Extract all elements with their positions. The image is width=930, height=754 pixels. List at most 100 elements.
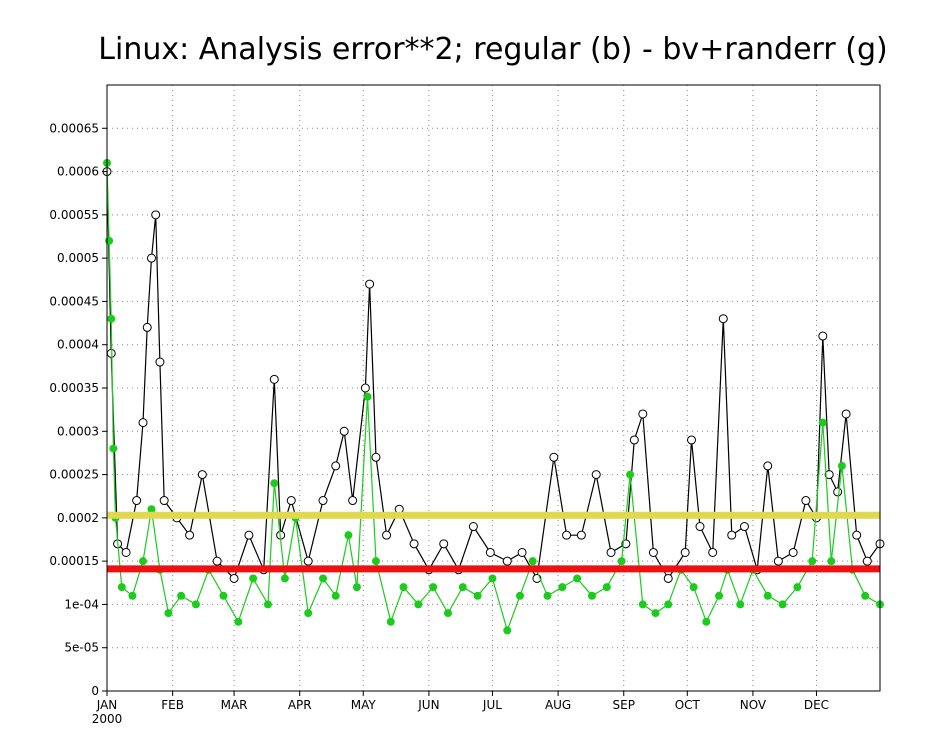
data-point bbox=[818, 331, 828, 341]
data-point bbox=[263, 600, 272, 609]
y-tick-label: 0.0003 bbox=[57, 424, 99, 438]
x-tick-label: OCT bbox=[675, 698, 701, 712]
x-tick-label: NOV bbox=[740, 698, 767, 712]
data-point bbox=[503, 626, 512, 635]
data-point bbox=[651, 609, 660, 618]
data-point bbox=[695, 522, 705, 532]
y-tick-label: 0 bbox=[91, 684, 99, 698]
data-point bbox=[348, 496, 358, 506]
data-point bbox=[185, 530, 195, 540]
data-point bbox=[339, 426, 349, 436]
data-point bbox=[558, 583, 567, 592]
data-point bbox=[689, 583, 698, 592]
data-point bbox=[473, 591, 482, 600]
data-point bbox=[280, 574, 289, 583]
data-point bbox=[718, 314, 728, 324]
data-point bbox=[833, 487, 843, 497]
data-point bbox=[708, 547, 718, 557]
data-point bbox=[270, 479, 279, 488]
data-point bbox=[808, 557, 817, 566]
data-point bbox=[128, 591, 137, 600]
data-point bbox=[249, 574, 258, 583]
data-point bbox=[365, 279, 375, 289]
x-tick-label: AUG bbox=[545, 698, 571, 712]
data-point bbox=[852, 530, 862, 540]
data-point bbox=[344, 531, 353, 540]
data-point bbox=[147, 505, 156, 514]
data-point bbox=[763, 461, 773, 471]
data-point bbox=[429, 583, 438, 592]
x-tick-label: DEC bbox=[804, 698, 829, 712]
data-point bbox=[318, 496, 328, 506]
data-point bbox=[543, 591, 552, 600]
y-tick-label: 0.0006 bbox=[57, 165, 99, 179]
data-point bbox=[212, 556, 222, 566]
y-tick-label: 0.0002 bbox=[57, 511, 99, 525]
data-point bbox=[121, 547, 131, 557]
series-line bbox=[106, 162, 881, 633]
data-point bbox=[414, 600, 423, 609]
data-point bbox=[549, 452, 559, 462]
data-point bbox=[304, 609, 313, 618]
data-point bbox=[562, 530, 572, 540]
data-point bbox=[663, 573, 673, 583]
data-point bbox=[443, 609, 452, 618]
data-point bbox=[107, 314, 116, 323]
data-point bbox=[763, 591, 772, 600]
data-point bbox=[606, 547, 616, 557]
data-point bbox=[159, 496, 169, 506]
data-point bbox=[117, 583, 126, 592]
data-point bbox=[371, 557, 380, 566]
data-point bbox=[146, 253, 156, 263]
x-tick-label: JAN bbox=[96, 698, 118, 712]
series-green bbox=[103, 158, 884, 635]
data-point bbox=[319, 574, 328, 583]
data-point bbox=[191, 600, 200, 609]
data-point bbox=[109, 444, 118, 453]
chart-title: Linux: Analysis error**2; regular (b) - … bbox=[98, 32, 887, 67]
data-point bbox=[736, 600, 745, 609]
data-point bbox=[132, 496, 142, 506]
y-tick-label: 1e-04 bbox=[64, 597, 99, 611]
series-black bbox=[102, 167, 885, 583]
y-tick-label: 5e-05 bbox=[64, 641, 99, 655]
data-point bbox=[576, 530, 586, 540]
data-point bbox=[801, 496, 811, 506]
data-point bbox=[244, 530, 254, 540]
data-point bbox=[587, 591, 596, 600]
y-tick-label: 0.00055 bbox=[49, 208, 99, 222]
data-point bbox=[219, 591, 228, 600]
data-point bbox=[638, 409, 648, 419]
data-point bbox=[485, 547, 495, 557]
x-tick-label: APR bbox=[288, 698, 312, 712]
data-point bbox=[626, 470, 635, 479]
data-point bbox=[331, 591, 340, 600]
data-point bbox=[638, 600, 647, 609]
data-point bbox=[331, 461, 341, 471]
data-point bbox=[363, 392, 372, 401]
data-point bbox=[382, 530, 392, 540]
data-point bbox=[664, 600, 673, 609]
data-point bbox=[352, 583, 361, 592]
data-point bbox=[502, 556, 512, 566]
data-point bbox=[105, 236, 114, 245]
data-point bbox=[827, 557, 836, 566]
data-point bbox=[727, 530, 737, 540]
data-point bbox=[409, 539, 419, 549]
data-point bbox=[602, 583, 611, 592]
data-point bbox=[648, 547, 658, 557]
data-point bbox=[773, 556, 783, 566]
data-point bbox=[573, 574, 582, 583]
data-point bbox=[778, 600, 787, 609]
data-point bbox=[468, 522, 478, 532]
x-tick-label: JUN bbox=[417, 698, 439, 712]
data-point bbox=[824, 470, 834, 480]
y-axis: 0 5e-05 1e-04 0.00015 0.0002 0.00025 0.0003 0.0… bbox=[49, 121, 107, 698]
data-point bbox=[515, 591, 524, 600]
data-point bbox=[617, 557, 626, 566]
data-point bbox=[739, 522, 749, 532]
y-tick-label: 0.00025 bbox=[49, 468, 99, 482]
x-tick-label: JUL bbox=[482, 698, 502, 712]
x-tick-label: MAR bbox=[221, 698, 248, 712]
